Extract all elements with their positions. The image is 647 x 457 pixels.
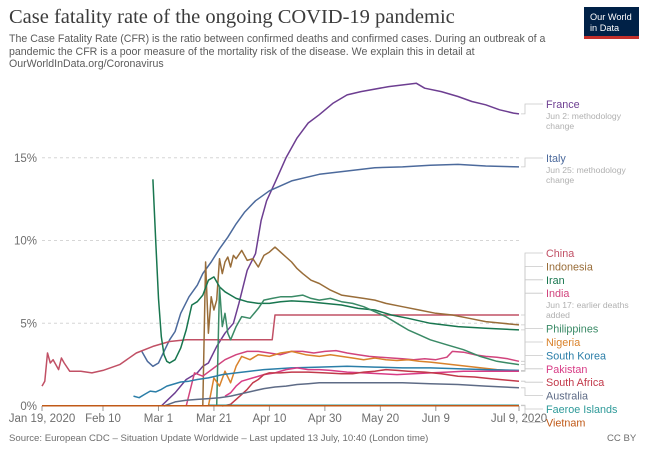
legend-label-faeroe-islands: Faeroe Islands <box>546 404 618 416</box>
x-tick-label: Mar 21 <box>196 413 232 425</box>
legend-connector-south-africa <box>521 380 543 383</box>
legend-label-india: India <box>546 288 569 300</box>
logo-line-2: in Data <box>590 22 620 33</box>
x-tick-label: Jun 9 <box>422 413 450 425</box>
series-line-south-africa <box>222 368 520 407</box>
legend-label-indonesia: Indonesia <box>546 261 593 273</box>
x-tick-label: Jan 19, 2020 <box>9 413 76 425</box>
series-line-philippines <box>215 286 520 407</box>
chart-title: Case fatality rate of the ongoing COVID-… <box>9 6 455 28</box>
legend-connector-australia <box>521 387 543 396</box>
y-tick-label: 15% <box>14 153 37 165</box>
series-line-iran <box>152 179 520 364</box>
x-tick-label: Apr 30 <box>308 413 342 425</box>
legend-label-australia: Australia <box>546 391 588 403</box>
legend-connector-iran <box>521 279 543 331</box>
legend-label-philippines: Philippines <box>546 324 599 336</box>
x-tick-label: Apr 10 <box>252 413 286 425</box>
license-link[interactable]: CC BY <box>607 433 637 444</box>
x-tick-label: Jul 9, 2020 <box>491 413 547 425</box>
legend-label-nigeria: Nigeria <box>546 337 580 349</box>
legend-connector-nigeria <box>521 341 543 372</box>
legend-note-france: Jun 2: methodology <box>546 111 622 121</box>
series-line-indonesia <box>202 246 520 407</box>
y-tick-label: 0% <box>20 401 37 413</box>
series-line-italy <box>141 163 520 368</box>
series-line-nigeria <box>207 350 520 407</box>
legend-connector-vietnam <box>521 405 543 423</box>
legend-connector-indonesia <box>521 266 543 326</box>
legend-label-pakistan: Pakistan <box>546 364 587 376</box>
series-line-france <box>160 82 520 407</box>
legend-note-india: Jun 17: earlier deaths <box>546 300 629 310</box>
x-tick-label: May 20 <box>361 413 399 425</box>
legend-connector-india <box>521 292 543 362</box>
y-tick-label: 5% <box>20 318 37 330</box>
legend-note-italy: change <box>546 175 574 185</box>
x-tick-label: Feb 10 <box>85 413 121 425</box>
series-line-india <box>185 349 520 407</box>
legend-connector-italy <box>521 157 543 168</box>
series-line-south-korea <box>133 365 520 399</box>
legend-label-iran: Iran <box>546 275 565 287</box>
y-tick-label: 10% <box>14 236 37 248</box>
chart-subtitle: The Case Fatality Rate (CFR) is the rati… <box>9 33 546 71</box>
legend-connector-pakistan <box>521 368 543 372</box>
legend-label-france: France <box>546 99 580 111</box>
legend-label-south-korea: South Korea <box>546 350 606 362</box>
legend-connector-china <box>521 252 543 316</box>
series-line-china <box>41 314 519 387</box>
legend-note-india: added <box>546 310 570 320</box>
x-tick-label: Mar 1 <box>144 413 173 425</box>
source-note: Source: European CDC – Situation Update … <box>9 433 429 444</box>
logo-accent-bar <box>584 36 639 39</box>
series-line-pakistan <box>224 367 519 397</box>
legend-label-vietnam: Vietnam <box>546 417 585 429</box>
owid-logo[interactable]: Our World in Data <box>584 7 639 39</box>
legend-note-france: change <box>546 121 574 131</box>
legend-label-south-africa: South Africa <box>546 377 604 389</box>
legend-label-china: China <box>546 248 574 260</box>
legend-label-italy: Italy <box>546 153 566 165</box>
series-line-australia <box>163 382 520 407</box>
legend-connector-philippines <box>521 328 543 366</box>
legend-note-italy: Jun 25: methodology <box>546 165 626 175</box>
legend-connector-france <box>521 103 543 115</box>
logo-line-1: Our World <box>590 12 632 22</box>
legend-connector-south-korea <box>521 355 543 371</box>
